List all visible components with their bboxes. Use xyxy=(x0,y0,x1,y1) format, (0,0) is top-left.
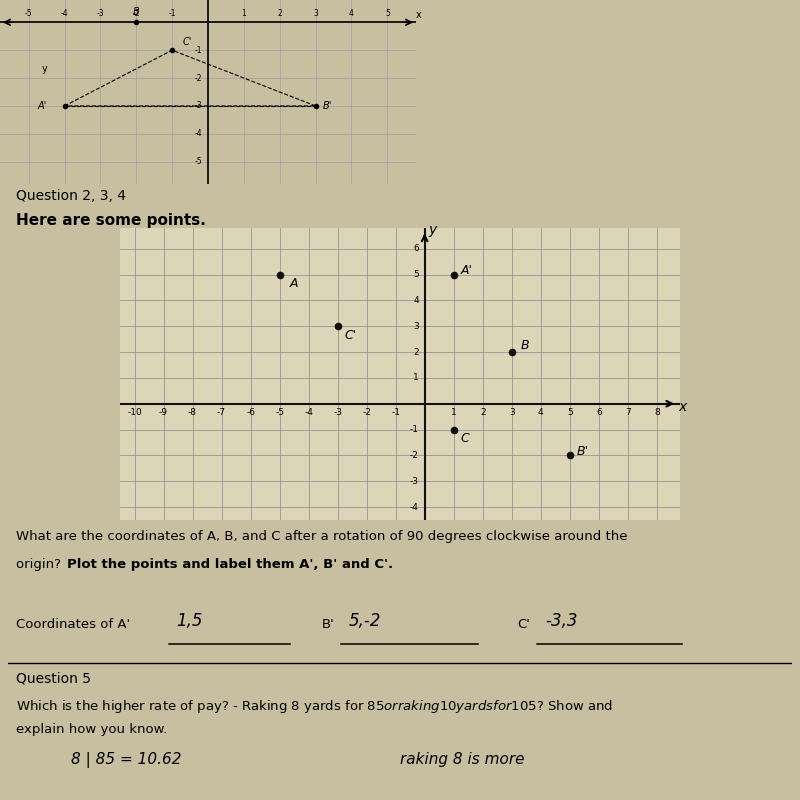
Text: -1: -1 xyxy=(410,425,419,434)
Text: -5: -5 xyxy=(25,9,33,18)
Text: -1: -1 xyxy=(168,9,176,18)
Text: x: x xyxy=(678,400,686,414)
Text: A': A' xyxy=(461,264,473,277)
Text: B: B xyxy=(521,339,529,352)
Text: Question 2, 3, 4: Question 2, 3, 4 xyxy=(16,190,126,203)
Text: 7: 7 xyxy=(625,408,630,418)
Text: Here are some points.: Here are some points. xyxy=(16,213,206,227)
Text: origin?: origin? xyxy=(16,558,65,570)
Text: -2: -2 xyxy=(362,408,371,418)
Text: 2: 2 xyxy=(480,408,486,418)
Text: C': C' xyxy=(518,618,530,631)
Text: 3: 3 xyxy=(413,322,419,330)
Text: -6: -6 xyxy=(246,408,255,418)
Text: -4: -4 xyxy=(61,9,68,18)
Text: raking 8 is more: raking 8 is more xyxy=(400,752,525,767)
Text: explain how you know.: explain how you know. xyxy=(16,722,167,735)
Text: 5: 5 xyxy=(385,9,390,18)
Text: B': B' xyxy=(322,101,332,111)
Text: -3: -3 xyxy=(410,477,419,486)
Text: 2: 2 xyxy=(278,9,282,18)
Text: B': B' xyxy=(577,445,589,458)
Text: 1,5: 1,5 xyxy=(177,613,203,630)
Text: Question 5: Question 5 xyxy=(16,672,91,686)
Text: C': C' xyxy=(345,329,357,342)
Text: 8: 8 xyxy=(654,408,660,418)
Text: -4: -4 xyxy=(410,502,419,511)
Text: -1: -1 xyxy=(391,408,400,418)
Text: 6: 6 xyxy=(413,244,419,253)
Text: 3: 3 xyxy=(509,408,514,418)
Text: 5: 5 xyxy=(413,270,419,279)
Text: Which is the higher rate of pay? - Raking 8 yards for $85 or raking 10 yards for: Which is the higher rate of pay? - Rakin… xyxy=(16,698,613,714)
Text: 1: 1 xyxy=(242,9,246,18)
Text: -7: -7 xyxy=(217,408,226,418)
Text: -5: -5 xyxy=(275,408,284,418)
Text: -3: -3 xyxy=(97,9,104,18)
Text: What are the coordinates of A, B, and C after a rotation of 90 degrees clockwise: What are the coordinates of A, B, and C … xyxy=(16,530,627,543)
Text: 4: 4 xyxy=(414,296,419,305)
Text: 5,-2: 5,-2 xyxy=(349,613,382,630)
Text: 4: 4 xyxy=(538,408,543,418)
Text: -2: -2 xyxy=(410,451,419,460)
Text: B': B' xyxy=(322,618,334,631)
Text: 3: 3 xyxy=(313,9,318,18)
Text: -3,3: -3,3 xyxy=(545,613,578,630)
Text: x: x xyxy=(416,10,422,19)
Text: B: B xyxy=(133,6,140,17)
Text: 2: 2 xyxy=(414,347,419,357)
Text: Coordinates of A': Coordinates of A' xyxy=(16,618,130,631)
Text: -3: -3 xyxy=(195,102,202,110)
Text: -4: -4 xyxy=(195,130,202,138)
Text: -5: -5 xyxy=(195,157,202,166)
Text: A: A xyxy=(290,277,298,290)
Text: -3: -3 xyxy=(333,408,342,418)
Text: -10: -10 xyxy=(127,408,142,418)
Text: 1: 1 xyxy=(451,408,457,418)
Text: C': C' xyxy=(183,38,192,47)
Text: -2: -2 xyxy=(133,9,140,18)
Text: y: y xyxy=(42,64,47,74)
Text: 5: 5 xyxy=(567,408,573,418)
Text: C: C xyxy=(461,432,470,445)
Text: A': A' xyxy=(38,101,46,111)
Text: Plot the points and label them A', B' and C'.: Plot the points and label them A', B' an… xyxy=(67,558,393,570)
Text: 1: 1 xyxy=(413,374,419,382)
Text: 4: 4 xyxy=(349,9,354,18)
Text: y: y xyxy=(428,223,436,237)
Text: 8 | 85 = 10.62: 8 | 85 = 10.62 xyxy=(70,752,182,768)
Text: -2: -2 xyxy=(195,74,202,82)
Text: -9: -9 xyxy=(159,408,168,418)
Text: -1: -1 xyxy=(195,46,202,54)
Text: -8: -8 xyxy=(188,408,197,418)
Text: 6: 6 xyxy=(596,408,602,418)
Text: -4: -4 xyxy=(304,408,313,418)
